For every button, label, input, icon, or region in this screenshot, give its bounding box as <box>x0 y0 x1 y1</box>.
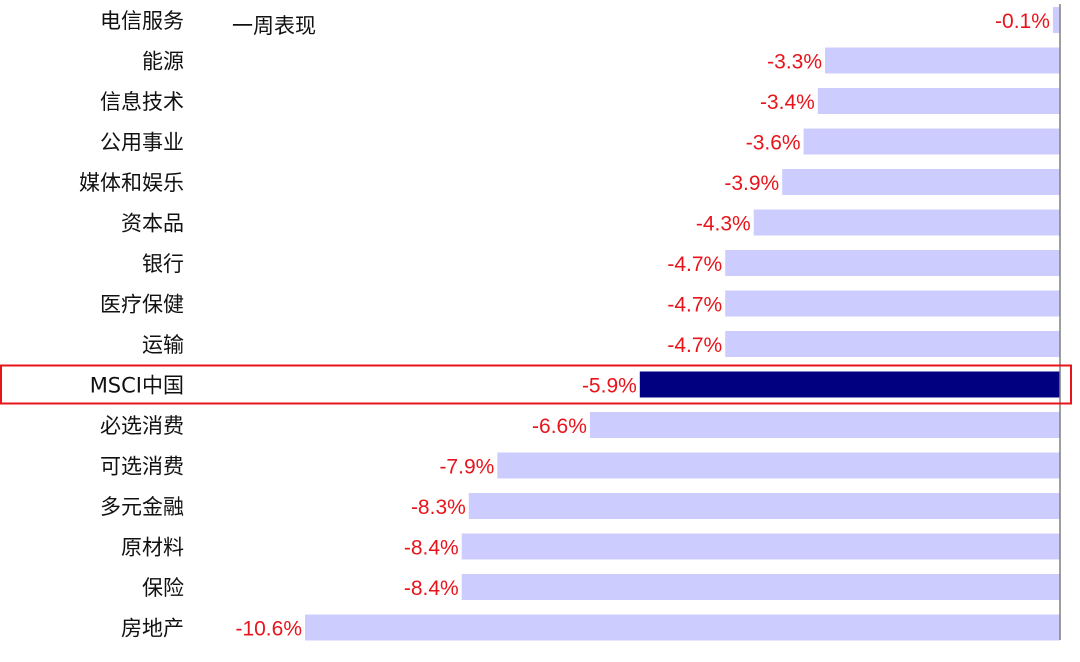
bar <box>305 614 1060 641</box>
category-label: 信息技术 <box>100 90 184 114</box>
bar <box>782 169 1060 195</box>
labels-layer: 电信服务 -0.1% 能源 -3.3% 信息技术 -3.4% 公用事业 -3.6% 媒体和娱乐 -… <box>79 9 1050 641</box>
value-label: -7.9% <box>439 456 494 479</box>
bar <box>817 88 1060 114</box>
value-label: -5.9% <box>582 375 637 398</box>
value-label: -4.7% <box>667 294 722 317</box>
value-label: -8.4% <box>404 537 459 560</box>
bar <box>803 128 1060 155</box>
bar <box>753 209 1060 236</box>
bar <box>589 412 1060 438</box>
category-label: 保险 <box>142 576 184 600</box>
category-label: 原材料 <box>121 536 184 560</box>
category-label: 银行 <box>142 252 184 276</box>
bar <box>461 574 1060 600</box>
bar <box>461 533 1060 560</box>
category-label: 房地产 <box>121 617 184 641</box>
value-label: -3.4% <box>760 91 815 114</box>
category-label: 媒体和娱乐 <box>79 171 184 195</box>
value-label: -4.7% <box>667 253 722 276</box>
value-label: -3.3% <box>767 51 822 74</box>
category-label: 可选消费 <box>100 455 184 479</box>
value-label: -4.3% <box>696 213 751 236</box>
value-label: -10.6% <box>235 618 302 641</box>
bar <box>725 290 1060 317</box>
category-label: 电信服务 <box>100 9 184 33</box>
bars-layer <box>305 7 1060 641</box>
bar <box>825 47 1060 74</box>
bar <box>497 452 1060 479</box>
category-label: 运输 <box>142 333 184 357</box>
bar <box>468 493 1060 519</box>
bar <box>725 331 1060 357</box>
category-label: 资本品 <box>121 212 184 236</box>
category-label: MSCI中国 <box>90 374 184 398</box>
value-label: -8.3% <box>411 496 466 519</box>
category-label: 必选消费 <box>100 414 184 438</box>
bar <box>725 250 1060 276</box>
value-label: -0.1% <box>995 10 1050 33</box>
category-label: 医疗保健 <box>100 293 184 317</box>
value-label: -3.6% <box>746 132 801 155</box>
category-label: 能源 <box>142 50 184 74</box>
highlight-bar <box>639 371 1060 398</box>
value-label: -6.6% <box>532 415 587 438</box>
value-label: -4.7% <box>667 334 722 357</box>
bar <box>1052 7 1060 33</box>
chart-title: 一周表现 <box>232 14 316 38</box>
highlight-box <box>0 364 1072 405</box>
value-label: -8.4% <box>404 577 459 600</box>
value-label: -3.9% <box>724 172 779 195</box>
category-label: 公用事业 <box>100 131 184 155</box>
category-label: 多元金融 <box>100 495 184 519</box>
